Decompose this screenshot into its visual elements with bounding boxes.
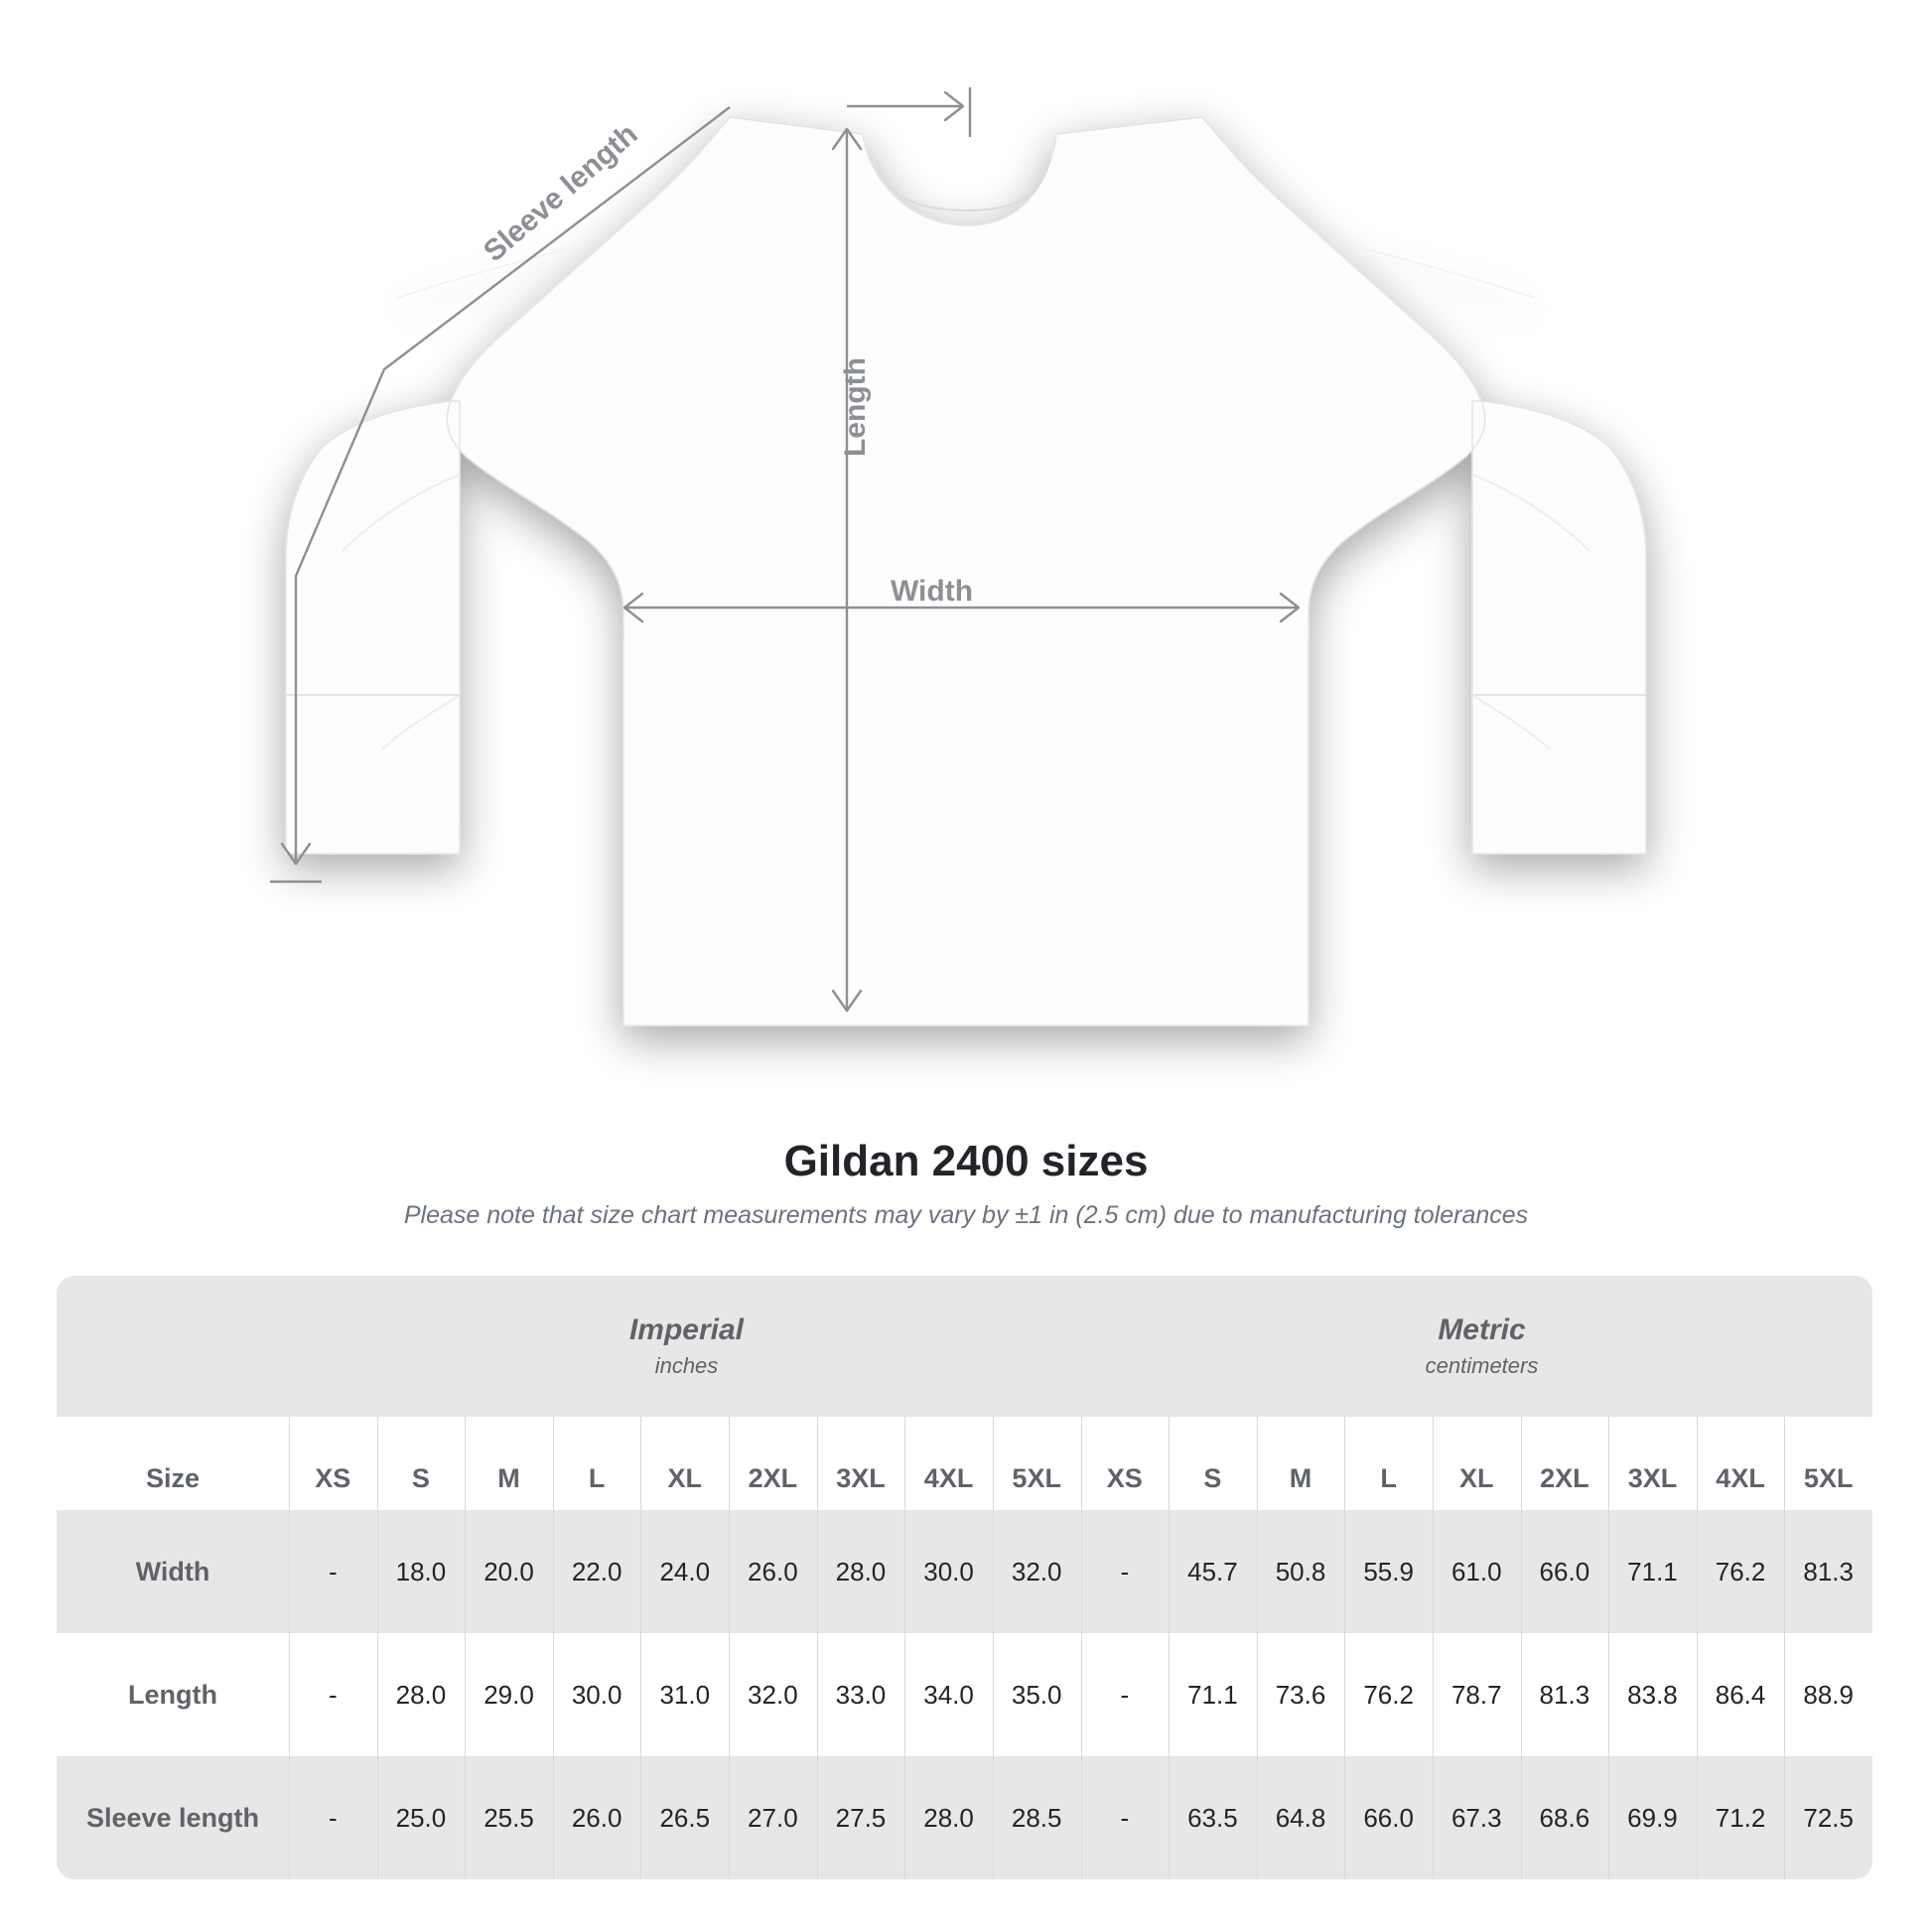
svg-text:Length: Length [839, 357, 872, 457]
svg-text:Width: Width [891, 575, 973, 608]
